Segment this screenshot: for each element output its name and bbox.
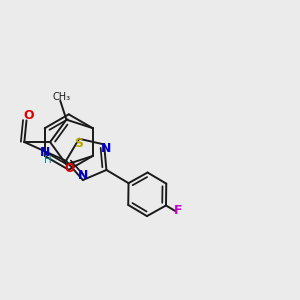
Text: O: O xyxy=(64,162,74,175)
Text: CH₃: CH₃ xyxy=(52,92,70,102)
Text: S: S xyxy=(75,137,84,150)
Text: N: N xyxy=(101,142,111,155)
Text: H: H xyxy=(44,155,52,165)
Text: O: O xyxy=(23,109,34,122)
Text: N: N xyxy=(40,146,50,158)
Text: N: N xyxy=(78,169,88,182)
Text: F: F xyxy=(174,204,182,217)
